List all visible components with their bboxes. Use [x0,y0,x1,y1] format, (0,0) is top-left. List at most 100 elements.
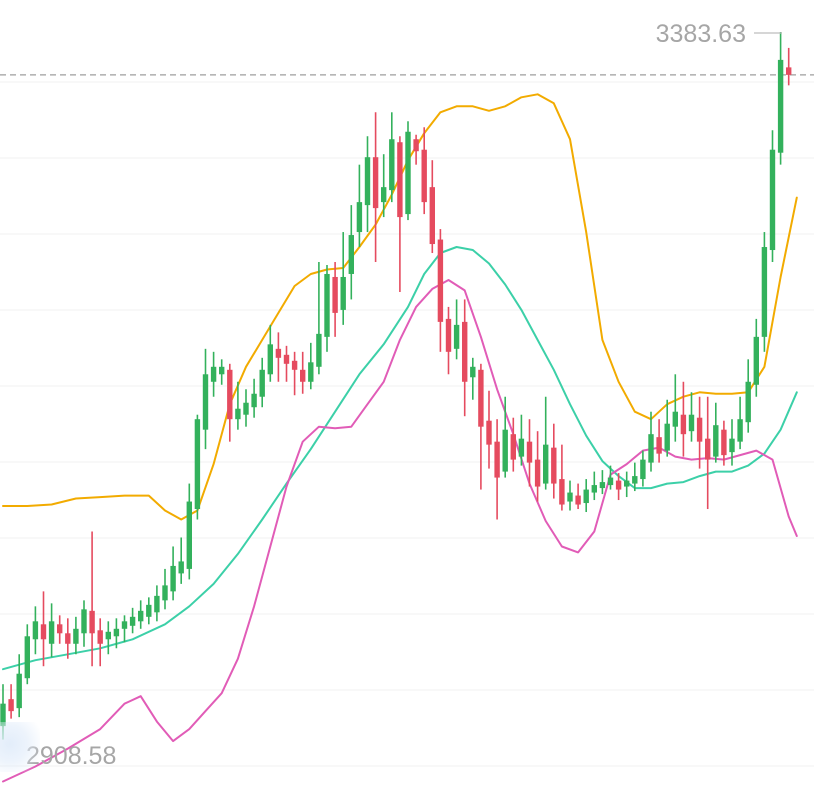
min-price-label: 2908.58 [26,742,116,770]
candle [105,621,111,655]
candle [543,396,549,490]
candle [113,618,120,649]
candle [202,348,209,450]
candle [81,600,87,647]
candle-body [381,187,387,203]
candle-body [267,344,273,375]
candle [429,160,435,254]
candle [615,473,622,501]
candle-body [32,621,39,640]
candle [405,121,411,221]
candle-body [219,366,225,375]
candle [324,264,330,352]
candle-body [656,437,662,454]
candle [761,232,768,352]
candle [121,615,128,643]
candle [753,318,759,397]
candle [705,396,711,510]
candle [89,531,95,667]
candle [696,396,703,469]
candle-body [761,247,768,337]
candle [664,399,670,457]
candle [534,431,541,502]
candle-body [696,417,703,442]
candle [57,615,63,644]
candle-body [421,149,427,203]
candle-body [73,628,79,644]
candle-body [356,202,363,233]
candle [502,396,508,478]
candle-body [170,565,176,592]
candle-body [462,321,468,382]
candle-body [769,149,776,251]
candle-body [283,354,290,364]
candle [210,351,217,397]
candle-body [737,419,743,442]
candle [194,414,201,520]
candle-body [583,489,589,504]
candle [688,392,695,442]
candle [243,389,249,427]
candle-body [405,131,411,215]
candle [486,390,492,469]
candle [607,465,614,490]
candle-body [753,336,759,385]
candle [510,417,516,472]
candle [283,345,290,382]
candle [219,359,225,385]
candle [745,359,751,433]
candle-body [300,369,306,382]
candle-body [316,333,322,367]
candle [632,462,638,492]
candle-body [672,411,678,427]
candle-body [65,633,71,644]
candle-body [57,624,63,634]
candle-body [194,419,201,510]
candle-body [705,438,711,460]
candle-body [324,273,330,337]
candle [575,483,581,510]
candle [786,47,792,86]
candle-body [275,348,282,358]
candle [24,624,30,685]
candle [769,130,776,262]
candle [138,600,144,629]
candle [713,402,719,463]
candle-body [567,492,573,502]
candle-body [486,420,492,445]
candle-body [478,369,484,427]
candle [48,603,55,658]
candle [737,396,743,450]
candle-body [227,369,233,420]
candle [437,229,444,352]
candle-body [664,423,670,451]
candle-body [786,67,792,75]
candle [40,591,47,667]
candle [16,654,22,718]
candle-body [178,561,184,574]
candle [259,357,265,408]
candle-body [437,239,444,322]
candle [559,444,565,511]
candle-body [348,235,354,274]
candle [680,381,687,457]
candle [526,419,533,487]
candle [656,419,662,463]
lower-band-line [2,279,798,783]
candle-body [16,673,22,709]
candle-body [259,369,265,397]
candle [381,154,387,218]
candle-body [551,447,557,484]
candle-body [364,157,371,206]
candle-body [777,59,784,153]
candle-body [729,438,735,453]
candle [624,471,630,498]
candle [348,205,354,300]
candle-body [445,318,452,352]
middle-band-line [2,246,798,671]
candle-body [40,624,47,640]
candle-body [510,434,516,460]
candle-body [648,434,654,463]
candle-body [154,595,160,613]
candle [599,470,606,495]
